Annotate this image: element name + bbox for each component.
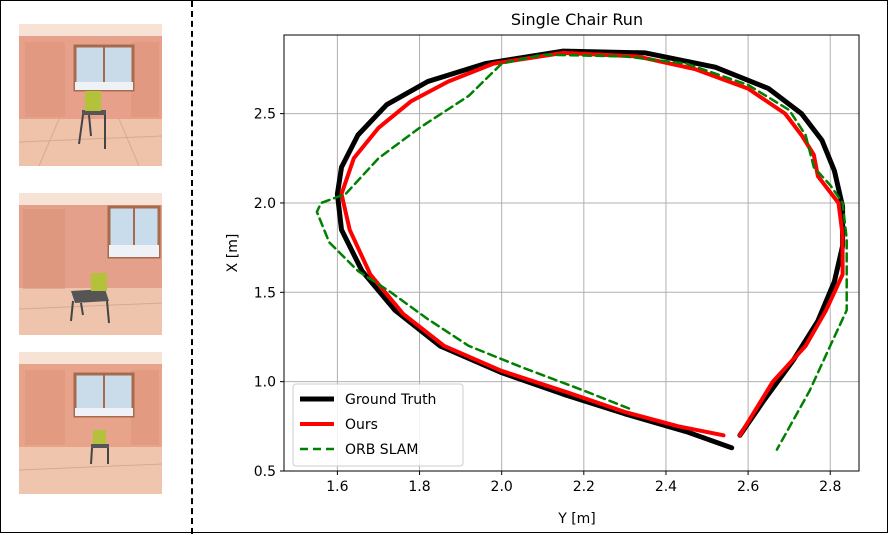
room-render-image bbox=[19, 193, 162, 335]
axis-ticks: 1.6 1.8 2.0 2.2 2.4 2.6 2.8 0.5 1.0 1.5 2.0 2.5 bbox=[254, 107, 842, 495]
x-tick-label: 1.6 bbox=[326, 479, 348, 495]
y-tick-label: 1.0 bbox=[254, 375, 276, 391]
series-line-ours bbox=[339, 50, 845, 438]
y-axis-label: X [m] bbox=[225, 234, 241, 273]
y-tick-label: 2.5 bbox=[254, 107, 276, 123]
room-render-chair-2 bbox=[19, 193, 162, 335]
x-tick-label: 1.8 bbox=[408, 479, 430, 495]
series-group bbox=[315, 48, 848, 451]
x-tick-label: 2.2 bbox=[573, 479, 595, 495]
y-tick-label: 1.5 bbox=[254, 285, 276, 301]
legend-label-orb-slam: ORB SLAM bbox=[345, 442, 418, 458]
x-axis-label: Y [m] bbox=[557, 511, 596, 527]
series-line-orb-slam bbox=[315, 53, 848, 451]
x-tick-label: 2.0 bbox=[491, 479, 513, 495]
room-render-chair-3 bbox=[19, 352, 162, 494]
room-render-image bbox=[19, 352, 162, 494]
chart-title: Single Chair Run bbox=[511, 10, 643, 29]
y-tick-label: 0.5 bbox=[254, 464, 276, 480]
x-tick-label: 2.6 bbox=[737, 479, 759, 495]
plot-area-frame bbox=[283, 34, 860, 472]
room-render-chair-1 bbox=[19, 24, 162, 166]
x-tick-label: 2.4 bbox=[655, 479, 677, 495]
legend: Ground Truth Ours ORB SLAM bbox=[292, 383, 464, 467]
legend-label-ours: Ours bbox=[345, 417, 378, 433]
y-tick-label: 2.0 bbox=[254, 196, 276, 212]
x-tick-label: 2.8 bbox=[819, 479, 841, 495]
room-render-image bbox=[19, 24, 162, 166]
legend-box bbox=[292, 383, 464, 467]
legend-label-ground-truth: Ground Truth bbox=[345, 392, 436, 408]
panel-divider bbox=[191, 1, 193, 534]
